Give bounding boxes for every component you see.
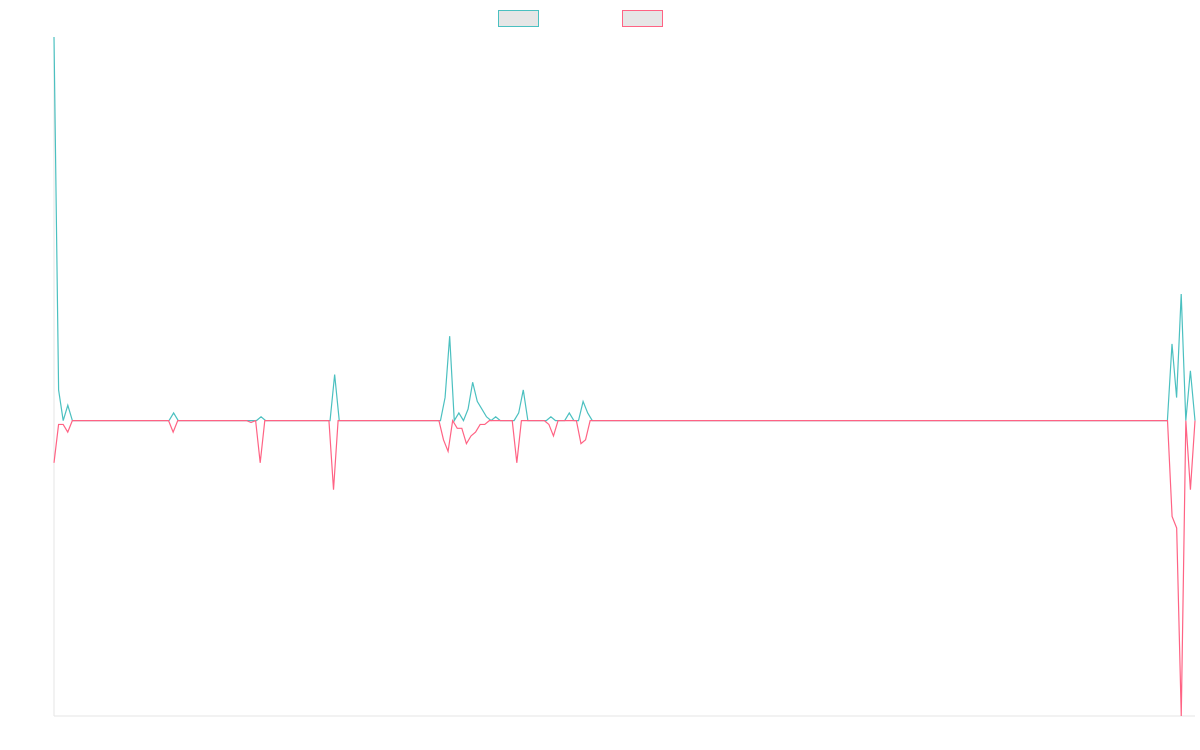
legend-swatch-series-2[interactable] bbox=[622, 10, 663, 27]
series-2-line bbox=[53, 418, 1196, 717]
chart-series-layer bbox=[53, 36, 1196, 717]
legend-swatch-series-1[interactable] bbox=[498, 10, 539, 27]
series-1-line bbox=[53, 36, 1196, 423]
chart-legend bbox=[498, 10, 663, 27]
chart-axes bbox=[53, 37, 1195, 717]
